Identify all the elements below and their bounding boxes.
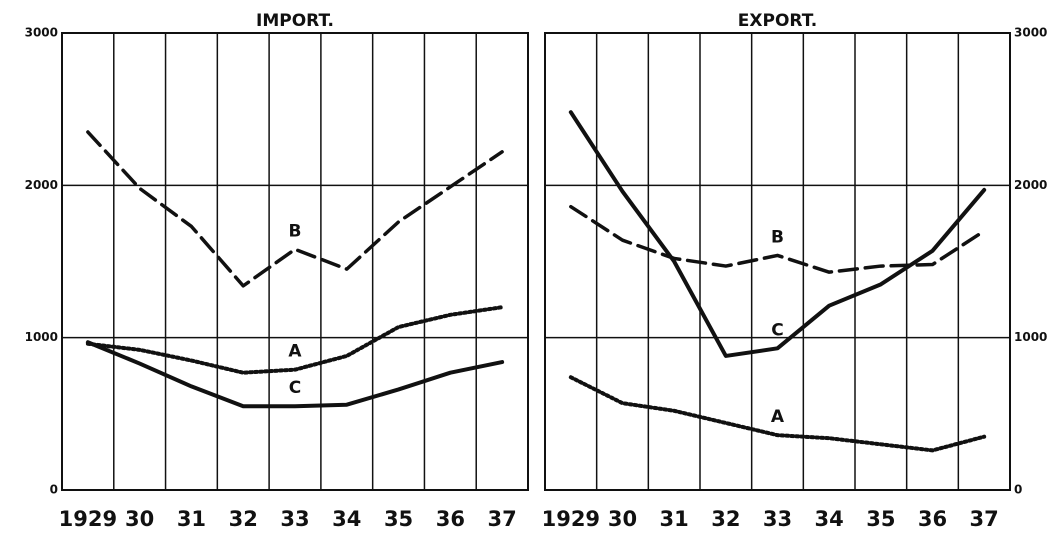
x-tick-label: 33 bbox=[763, 507, 792, 531]
x-tick-label: 1929 bbox=[542, 507, 600, 531]
x-tick-label: 31 bbox=[660, 507, 689, 531]
x-tick-label: 37 bbox=[970, 507, 999, 531]
chart-title: EXPORT. bbox=[738, 11, 817, 31]
x-tick-label: 30 bbox=[125, 507, 154, 531]
y-tick-label: 3000 bbox=[1014, 26, 1047, 40]
x-tick-label: 35 bbox=[384, 507, 413, 531]
x-tick-label: 34 bbox=[815, 507, 844, 531]
x-tick-label: 32 bbox=[229, 507, 258, 531]
x-tick-label: 33 bbox=[280, 507, 309, 531]
y-tick-label: 0 bbox=[1014, 483, 1022, 497]
series-label: B bbox=[289, 221, 302, 241]
x-tick-label: 34 bbox=[332, 507, 361, 531]
series-label: A bbox=[288, 342, 302, 362]
series-label: A bbox=[771, 407, 785, 427]
series-line bbox=[569, 204, 986, 274]
series-line bbox=[568, 375, 987, 453]
x-tick-label: 31 bbox=[177, 507, 206, 531]
y-tick-label: 1000 bbox=[1014, 330, 1047, 344]
series-line bbox=[568, 110, 987, 358]
x-tick-label: 37 bbox=[487, 507, 516, 531]
y-tick-label: 2000 bbox=[1014, 178, 1047, 192]
series-label: C bbox=[771, 320, 783, 340]
plot-frame bbox=[61, 32, 529, 491]
x-tick-label: 36 bbox=[918, 507, 947, 531]
series-line bbox=[86, 130, 504, 288]
y-tick-label: 0 bbox=[50, 483, 58, 497]
x-tick-label: 35 bbox=[866, 507, 895, 531]
series-label: B bbox=[771, 227, 784, 247]
y-tick-label: 1000 bbox=[25, 330, 58, 344]
series-label: C bbox=[289, 378, 301, 398]
chart-title: IMPORT. bbox=[256, 11, 334, 31]
x-tick-label: 30 bbox=[608, 507, 637, 531]
series-line bbox=[85, 305, 505, 375]
y-tick-label: 3000 bbox=[25, 26, 58, 40]
y-tick-label: 2000 bbox=[25, 178, 58, 192]
series-line bbox=[85, 340, 505, 409]
x-tick-label: 1929 bbox=[59, 507, 117, 531]
x-tick-label: 32 bbox=[711, 507, 740, 531]
x-tick-label: 36 bbox=[436, 507, 465, 531]
